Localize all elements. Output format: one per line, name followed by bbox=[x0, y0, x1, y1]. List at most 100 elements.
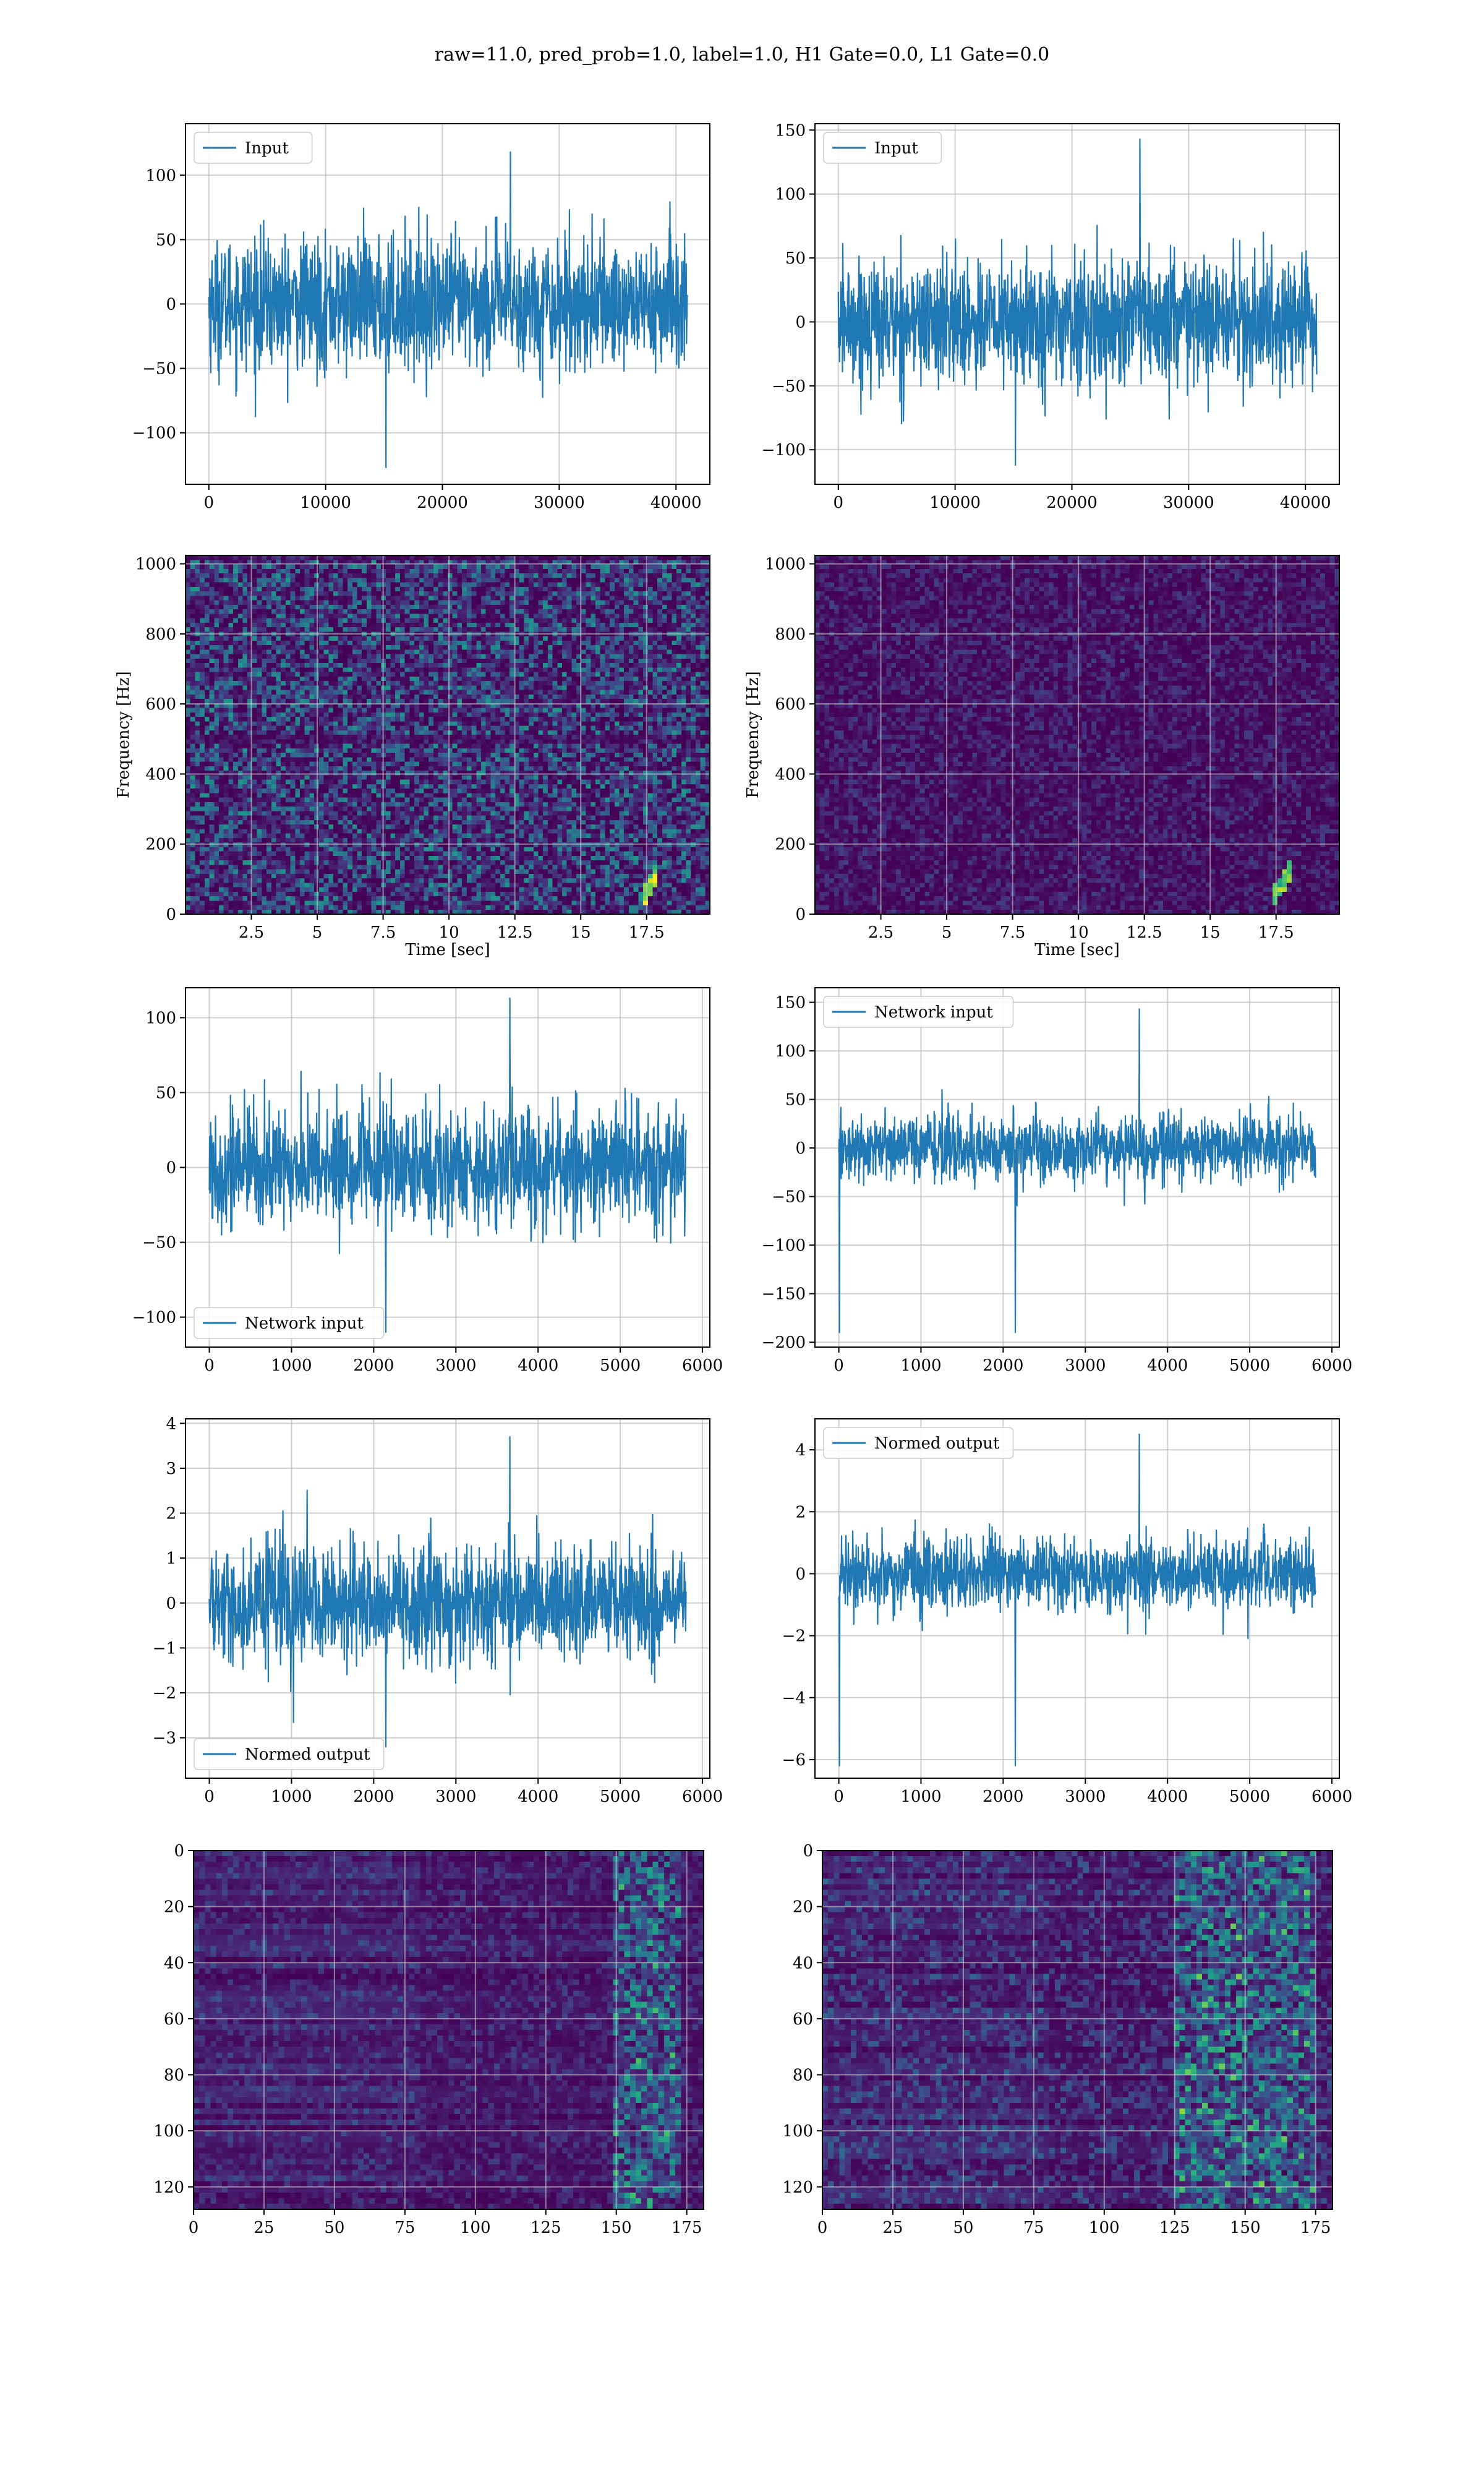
heatmap-cell bbox=[686, 672, 691, 677]
heatmap-cell bbox=[242, 614, 248, 619]
heatmap-cell bbox=[252, 717, 258, 722]
heatmap-cell bbox=[419, 735, 425, 740]
heatmap-cell bbox=[657, 636, 663, 641]
heatmap-cell bbox=[576, 676, 582, 682]
heatmap-cell bbox=[624, 690, 629, 695]
heatmap-cell bbox=[295, 681, 301, 686]
heatmap-cell bbox=[214, 735, 220, 740]
heatmap-cell bbox=[485, 618, 491, 623]
heatmap-cell bbox=[490, 672, 496, 677]
heatmap-cell bbox=[595, 586, 601, 592]
heatmap-cell bbox=[667, 578, 672, 583]
heatmap-cell bbox=[295, 712, 301, 717]
heatmap-cell bbox=[223, 568, 229, 574]
heatmap-cell bbox=[471, 573, 477, 578]
heatmap-cell bbox=[409, 667, 415, 673]
heatmap-cell bbox=[662, 573, 668, 578]
heatmap-cell bbox=[448, 658, 453, 664]
heatmap-cell bbox=[543, 622, 548, 628]
heatmap-cell bbox=[276, 717, 281, 722]
heatmap-cell bbox=[581, 654, 587, 659]
heatmap-cell bbox=[500, 604, 506, 610]
heatmap-cell bbox=[543, 609, 548, 614]
heatmap-cell bbox=[328, 654, 334, 659]
heatmap-cell bbox=[247, 582, 253, 588]
heatmap-cell bbox=[529, 636, 534, 641]
heatmap-cell bbox=[500, 676, 506, 682]
heatmap-cell bbox=[190, 694, 196, 700]
heatmap-cell bbox=[566, 640, 573, 646]
heatmap-cell bbox=[204, 717, 210, 722]
heatmap-cell bbox=[267, 748, 272, 753]
heatmap-cell bbox=[681, 604, 687, 610]
heatmap-cell bbox=[576, 743, 582, 749]
heatmap-cell bbox=[657, 600, 663, 606]
heatmap-cell bbox=[557, 649, 563, 655]
heatmap-cell bbox=[271, 690, 277, 695]
heatmap-cell bbox=[505, 654, 510, 659]
heatmap-cell bbox=[209, 658, 215, 664]
heatmap-cell bbox=[333, 672, 339, 677]
x-tick-label: 30000 bbox=[534, 494, 585, 512]
heatmap-cell bbox=[457, 708, 463, 713]
heatmap-cell bbox=[385, 690, 391, 695]
heatmap-cell bbox=[242, 685, 248, 691]
heatmap-cell bbox=[452, 690, 458, 695]
heatmap-cell bbox=[552, 672, 558, 677]
heatmap-cell bbox=[495, 735, 501, 740]
heatmap-cell bbox=[610, 649, 615, 655]
heatmap-cell bbox=[328, 578, 334, 583]
heatmap-cell bbox=[672, 663, 677, 668]
heatmap-cell bbox=[276, 614, 281, 619]
heatmap-cell bbox=[610, 694, 615, 700]
heatmap-cell bbox=[533, 667, 539, 673]
heatmap-cell bbox=[581, 676, 587, 682]
heatmap-cell bbox=[595, 717, 601, 722]
heatmap-cell bbox=[214, 645, 220, 650]
heatmap-cell bbox=[547, 573, 553, 578]
heatmap-cell bbox=[581, 685, 587, 691]
heatmap-cell bbox=[300, 726, 305, 731]
heatmap-cell bbox=[471, 748, 477, 753]
heatmap-cell bbox=[424, 627, 429, 632]
heatmap-cell bbox=[538, 721, 544, 727]
heatmap-cell bbox=[485, 672, 491, 677]
heatmap-cell bbox=[595, 654, 601, 659]
heatmap-cell bbox=[338, 627, 343, 632]
heatmap-cell bbox=[200, 654, 205, 659]
heatmap-cell bbox=[271, 743, 277, 749]
heatmap-cell bbox=[452, 739, 458, 745]
heatmap-cell bbox=[672, 560, 677, 565]
heatmap-cell bbox=[605, 564, 610, 570]
heatmap-cell bbox=[309, 726, 315, 731]
heatmap-cell bbox=[323, 694, 329, 700]
heatmap-cell bbox=[480, 726, 487, 731]
heatmap-cell bbox=[476, 663, 482, 668]
heatmap-cell bbox=[595, 555, 601, 560]
heatmap-cell bbox=[652, 672, 658, 677]
heatmap-cell bbox=[200, 735, 205, 740]
heatmap-cell bbox=[638, 627, 644, 632]
heatmap-cell bbox=[581, 636, 587, 641]
heatmap-cell bbox=[495, 694, 501, 700]
heatmap-cell bbox=[404, 699, 410, 704]
heatmap-cell bbox=[695, 649, 701, 655]
heatmap-cell bbox=[505, 726, 510, 731]
heatmap-cell bbox=[591, 721, 596, 727]
heatmap-cell bbox=[429, 663, 434, 668]
heatmap-cell bbox=[490, 690, 496, 695]
heatmap-cell bbox=[695, 694, 701, 700]
heatmap-cell bbox=[390, 739, 396, 745]
y-tick-label: 0 bbox=[166, 296, 176, 314]
heatmap-cell bbox=[633, 591, 639, 596]
heatmap-cell bbox=[352, 591, 358, 596]
heatmap-cell bbox=[200, 604, 205, 610]
heatmap-cell bbox=[457, 739, 463, 745]
heatmap-cell bbox=[633, 560, 639, 565]
heatmap-cell bbox=[233, 663, 239, 668]
heatmap-cell bbox=[318, 676, 325, 682]
heatmap-cell bbox=[362, 672, 367, 677]
heatmap-cell bbox=[295, 730, 301, 735]
heatmap-cell bbox=[695, 573, 701, 578]
heatmap-cell bbox=[300, 582, 305, 588]
